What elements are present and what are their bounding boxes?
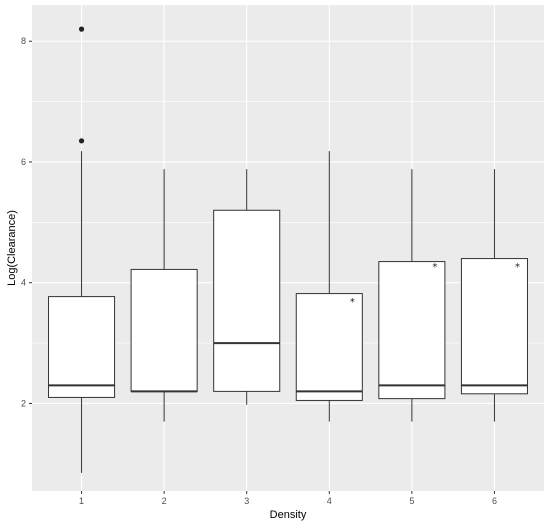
mean-marker: * <box>515 262 520 273</box>
x-tick-label: 1 <box>79 496 84 506</box>
box-group-6: * <box>460 169 528 422</box>
y-tick-label: 4 <box>21 278 26 288</box>
outlier-point <box>78 138 85 144</box>
box-group-5: * <box>378 169 446 422</box>
mean-marker: * <box>432 262 437 273</box>
box-iqr <box>295 293 363 401</box>
box-iqr <box>213 209 281 392</box>
box-group-2 <box>130 169 198 422</box>
x-tick-label: 2 <box>162 496 167 506</box>
y-tick-label: 6 <box>21 157 26 167</box>
box-iqr <box>460 258 528 395</box>
x-tick-label: 4 <box>327 496 332 506</box>
y-tick-label: 8 <box>21 36 26 46</box>
outlier-point <box>78 26 85 32</box>
x-tick-label: 3 <box>244 496 249 506</box>
mean-marker: * <box>350 297 355 308</box>
box-group-4: * <box>295 151 363 422</box>
x-tick-label: 5 <box>409 496 414 506</box>
y-axis-title: Log(Clearance) <box>6 210 18 286</box>
box-iqr <box>378 261 446 400</box>
x-axis-title: Density <box>270 509 307 521</box>
box-iqr <box>130 268 198 392</box>
boxes-layer: * * * <box>48 26 528 473</box>
box-group-1 <box>48 26 116 473</box>
y-axis: 2 4 6 8 <box>21 36 32 408</box>
panel-background <box>32 5 544 491</box>
box-iqr <box>48 296 116 398</box>
x-axis: 1 2 3 4 5 6 <box>79 491 497 506</box>
box-group-3 <box>213 169 281 405</box>
x-tick-label: 6 <box>492 496 497 506</box>
y-tick-label: 2 <box>21 398 26 408</box>
